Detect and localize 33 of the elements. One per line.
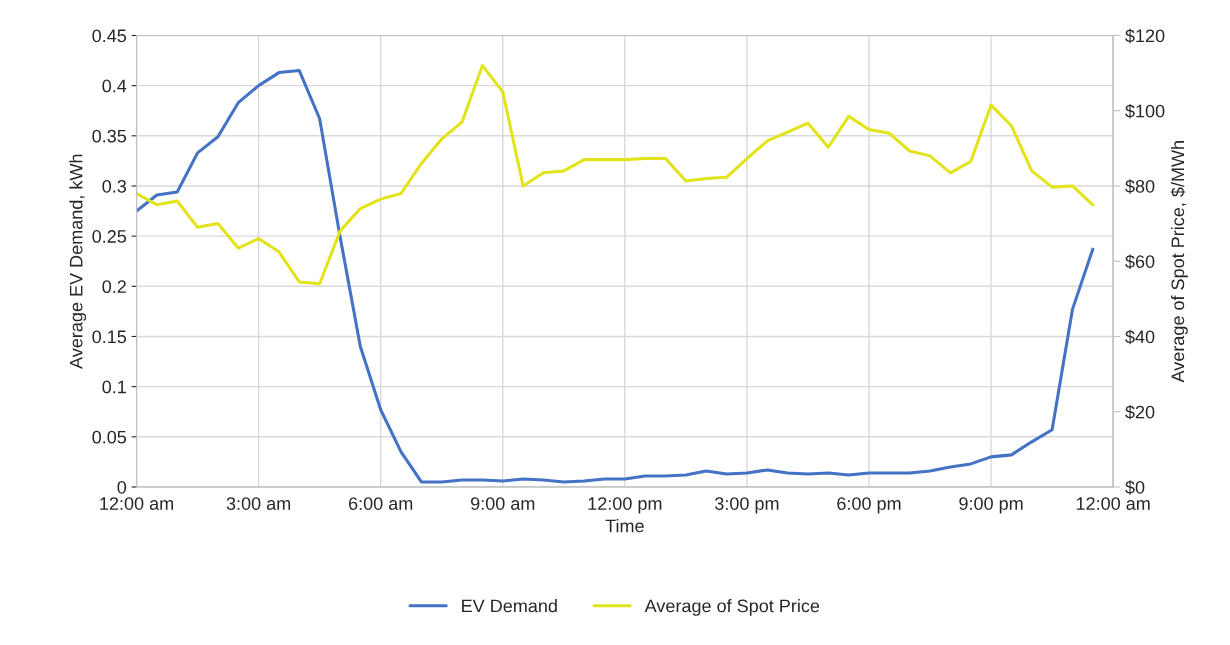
y-tick-label: 0.35: [92, 129, 127, 143]
x-axis-title: Time: [605, 519, 644, 533]
y-tick-label: 0.45: [92, 29, 127, 43]
y-tick-label: 0.2: [102, 280, 126, 294]
y2-tick-label: $100: [1125, 103, 1165, 119]
x-tick-label: 12:00 am: [1076, 497, 1150, 510]
legend-label: Average of Spot Price: [644, 599, 820, 616]
y2-tick-label: $120: [1125, 28, 1165, 44]
x-tick-label: 12:00 am: [100, 497, 173, 510]
y-tick-label: 0.1: [102, 380, 126, 394]
y-tick-label: 0.05: [92, 430, 127, 444]
x-tick-label: 6:00 pm: [837, 497, 901, 514]
y-tick-label: 0.3: [102, 179, 127, 193]
y2-tick-label: $60: [1125, 254, 1155, 270]
x-tick-label: 9:00 pm: [959, 497, 1023, 514]
y2-axis-title: Average of Spot Price, $/MWh: [1170, 141, 1188, 383]
y2-tick-label: $0: [1125, 480, 1145, 495]
x-tick-label: 6:00 am: [348, 497, 413, 510]
legend-label: EV Demand: [462, 599, 557, 613]
y-axis-title: Average EV Demand, kWh: [69, 154, 87, 369]
x-tick-label: 9:00 am: [470, 497, 535, 510]
line-series: [136, 64, 1095, 286]
x-tick-label: 3:00 am: [226, 497, 291, 510]
y2-tick-label: $20: [1125, 404, 1155, 420]
y-tick-label: 0.25: [92, 230, 127, 243]
y2-tick-label: $80: [1125, 179, 1155, 194]
y-tick-label: 0.4: [102, 79, 127, 93]
line-series: [136, 69, 1095, 484]
x-tick-label: 12:00 pm: [588, 497, 662, 514]
y2-tick-label: $40: [1125, 329, 1155, 345]
y-tick-label: 0: [117, 480, 127, 494]
y-tick-label: 0.15: [92, 330, 127, 344]
x-tick-label: 3:00 pm: [714, 497, 779, 514]
